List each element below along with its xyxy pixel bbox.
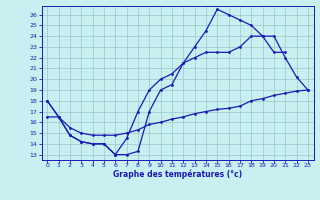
X-axis label: Graphe des températures (°c): Graphe des températures (°c)	[113, 170, 242, 179]
